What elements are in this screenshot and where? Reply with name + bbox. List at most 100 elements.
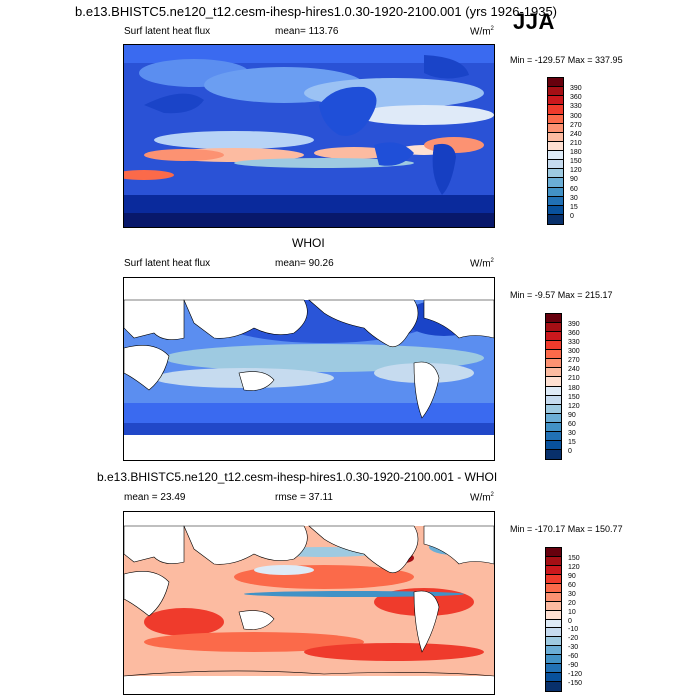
colorbar-swatch [546, 359, 561, 369]
colorbar-swatch [546, 440, 561, 450]
colorbar-tick-label: 0 [568, 447, 572, 455]
colorbar-tick-label: -90 [568, 662, 579, 670]
panel3-rmse: rmse = 37.11 [275, 492, 333, 503]
colorbar-swatch [548, 196, 563, 206]
colorbar-swatch [548, 187, 563, 197]
colorbar-swatch [546, 413, 561, 423]
colorbar-tick-label: 360 [570, 94, 582, 102]
colorbar-tick-label: 10 [568, 608, 576, 616]
colorbar-swatch [548, 123, 563, 133]
colorbar-swatch [548, 151, 563, 161]
colorbar-tick-label: 15 [570, 203, 578, 211]
colorbar-tick-label: 15 [568, 438, 576, 446]
panel1-units: W/m2 [470, 26, 494, 38]
colorbar-swatch [546, 386, 561, 396]
colorbar-swatch [546, 601, 561, 611]
colorbar-swatch [546, 574, 561, 584]
colorbar-tick-label: 60 [568, 581, 576, 589]
colorbar-tick-label: 270 [568, 357, 580, 365]
panel3-map [123, 511, 495, 695]
colorbar-swatch [546, 682, 561, 691]
panel3-map-field [124, 512, 494, 694]
colorbar-swatch [548, 132, 563, 142]
colorbar-tick-label: 90 [568, 572, 576, 580]
colorbar-tick-label: 30 [570, 194, 578, 202]
colorbar-tick-label: 30 [568, 429, 576, 437]
panel3-mean: mean = 23.49 [124, 492, 186, 503]
colorbar-tick-label: 0 [568, 617, 572, 625]
colorbar-swatch [546, 628, 561, 638]
panel3-colorbar [545, 547, 562, 692]
colorbar-tick-label: 300 [568, 348, 580, 356]
colorbar-tick-label: 90 [570, 176, 578, 184]
panel2-colorbar-labels: 390 360 330 300 270 240 210 180 150 120 90 60 30 15 0 [568, 316, 598, 463]
colorbar-swatch [548, 114, 563, 124]
colorbar-swatch [546, 610, 561, 620]
colorbar-swatch [546, 556, 561, 566]
colorbar-swatch [546, 395, 561, 405]
colorbar-swatch [548, 205, 563, 215]
colorbar-tick-label: 240 [568, 366, 580, 374]
colorbar-tick-label: 390 [568, 321, 580, 329]
panel1-colorbar-labels: 390 360 330 300 270 240 210 180 150 120 90 60 30 15 0 [570, 80, 600, 228]
colorbar-tick-label: 300 [570, 112, 582, 120]
colorbar-tick-label: 210 [568, 375, 580, 383]
panel1-mean: mean= 113.76 [275, 26, 339, 37]
colorbar-tick-label: 120 [568, 402, 580, 410]
colorbar-swatch [546, 332, 561, 342]
panel1-map-field [124, 45, 494, 227]
colorbar-tick-label: 240 [570, 130, 582, 138]
colorbar-tick-label: -20 [568, 635, 579, 643]
panel1-variable: Surf latent heat flux [124, 26, 211, 37]
colorbar-tick-label: 330 [570, 103, 582, 111]
colorbar-tick-label: 20 [568, 599, 576, 607]
colorbar-swatch [546, 341, 561, 351]
panel1-map [123, 44, 495, 228]
colorbar-swatch [548, 105, 563, 115]
colorbar-tick-label: 150 [570, 158, 582, 166]
colorbar-swatch [546, 637, 561, 647]
colorbar-tick-label: 180 [570, 149, 582, 156]
colorbar-swatch [546, 673, 561, 683]
colorbar-tick-label: -150 [568, 680, 583, 688]
panel1-minmax: Min = -129.57 Max = 337.95 [510, 55, 623, 65]
colorbar-swatch [548, 169, 563, 179]
panel2-minmax: Min = -9.57 Max = 215.17 [510, 290, 613, 300]
colorbar-swatch [546, 404, 561, 414]
colorbar-swatch [548, 214, 563, 224]
colorbar-swatch [546, 592, 561, 602]
colorbar-swatch [546, 583, 561, 593]
colorbar-swatch [546, 323, 561, 333]
colorbar-swatch [546, 646, 561, 656]
colorbar-swatch [546, 431, 561, 441]
colorbar-tick-label: 390 [570, 85, 582, 93]
panel3-heading: b.e13.BHISTC5.ne120_t12.cesm-ihesp-hires… [97, 470, 498, 484]
colorbar-tick-label: 60 [568, 420, 576, 428]
colorbar-tick-label: 360 [568, 330, 580, 338]
colorbar-swatch [546, 619, 561, 629]
colorbar-swatch [548, 87, 563, 97]
colorbar-swatch [546, 548, 561, 557]
panel2-heading: WHOI [292, 236, 325, 250]
colorbar-swatch [546, 377, 561, 387]
colorbar-tick-label: -60 [568, 653, 579, 661]
colorbar-swatch [546, 664, 561, 674]
colorbar-swatch [548, 178, 563, 188]
colorbar-tick-label: 330 [568, 339, 580, 347]
panel2-map [123, 277, 495, 461]
colorbar-swatch [548, 96, 563, 106]
panel2-variable: Surf latent heat flux [124, 258, 211, 269]
colorbar-swatch [546, 350, 561, 360]
colorbar-tick-label: 60 [570, 185, 578, 193]
panel2-colorbar [545, 313, 562, 460]
colorbar-tick-label: -120 [568, 671, 583, 679]
colorbar-swatch [546, 314, 561, 324]
figure-title: b.e13.BHISTC5.ne120_t12.cesm-ihesp-hires… [75, 4, 558, 19]
colorbar-swatch [546, 449, 561, 459]
panel3-minmax: Min = -170.17 Max = 150.77 [510, 524, 623, 534]
colorbar-tick-label: 120 [570, 167, 582, 175]
panel3-colorbar-labels: 150 120 90 60 30 20 10 0 -10 -20 -30 -60 -90 -120 -150 [568, 550, 598, 695]
colorbar-tick-label: 0 [570, 212, 574, 220]
colorbar-swatch [548, 160, 563, 170]
colorbar-swatch [546, 655, 561, 665]
